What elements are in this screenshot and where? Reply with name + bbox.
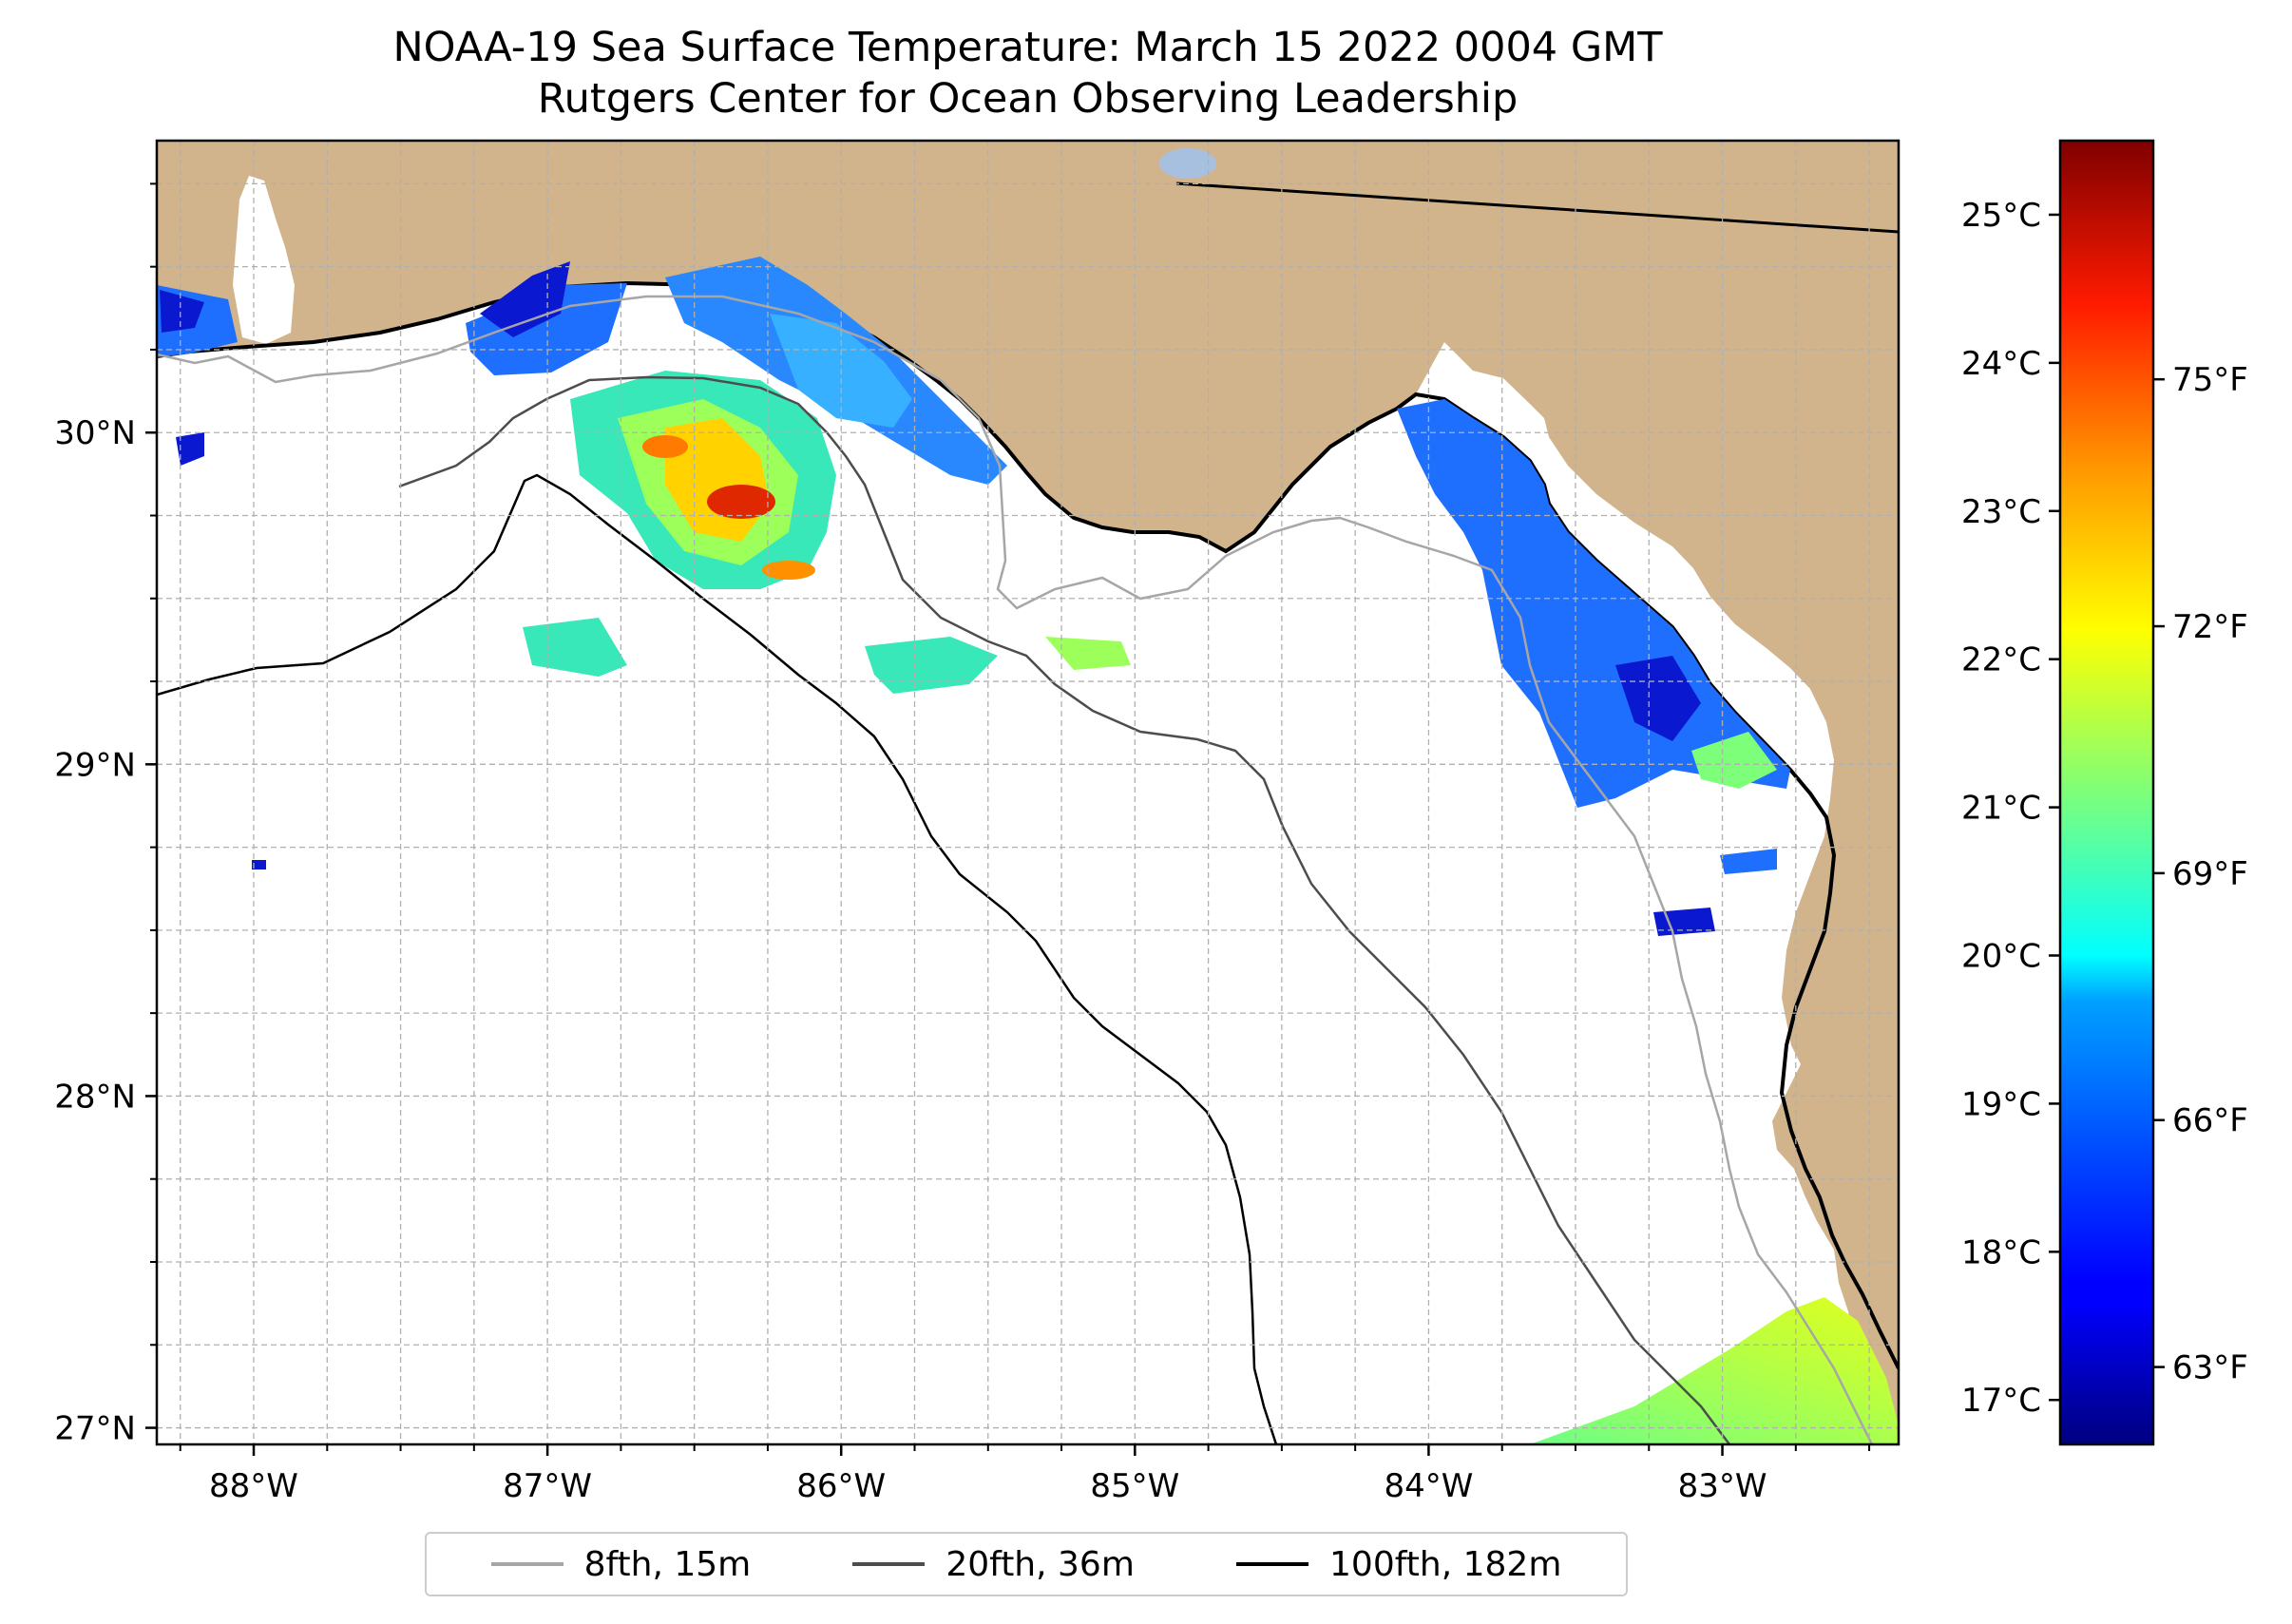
map-frame [155, 139, 1900, 1446]
lat-tick-label: 27°N [54, 1410, 136, 1448]
celsius-tick-label: 25°C [1961, 197, 2041, 235]
fahrenheit-tick-label: 75°F [2172, 361, 2248, 399]
lon-tick-label: 83°W [1678, 1467, 1767, 1505]
land-north [157, 141, 1899, 1269]
celsius-tick-label: 18°C [1961, 1233, 2041, 1271]
sst-data-layer [157, 257, 1899, 1444]
depth-legend: 8fth, 15m 20fth, 36m 100fth, 182m [425, 1532, 1628, 1596]
mobile-bay [233, 176, 295, 344]
legend-label-100fth: 100fth, 182m [1329, 1544, 1562, 1584]
chart-title: NOAA-19 Sea Surface Temperature: March 1… [392, 24, 1663, 71]
fahrenheit-tick-label: 69°F [2172, 855, 2248, 893]
contour-8fth [157, 295, 1874, 1444]
colorbar [2058, 139, 2155, 1446]
celsius-tick-label: 22°C [1961, 641, 2041, 679]
lat-tick-label: 30°N [54, 414, 136, 452]
fahrenheit-tick-label: 66°F [2172, 1102, 2248, 1140]
celsius-tick-label: 20°C [1961, 938, 2041, 976]
legend-item-20fth: 20fth, 36m [852, 1545, 1135, 1584]
fahrenheit-tick-label: 63°F [2172, 1349, 2248, 1387]
legend-swatch-20fth [852, 1562, 926, 1566]
lon-tick-label: 87°W [503, 1467, 592, 1505]
fahrenheit-tick-label: 72°F [2172, 608, 2248, 646]
state-boundary [1175, 182, 1899, 234]
legend-label-8fth: 8fth, 15m [583, 1544, 752, 1584]
lon-tick-label: 84°W [1384, 1467, 1473, 1505]
celsius-tick-label: 24°C [1961, 345, 2041, 383]
celsius-tick-label: 19°C [1961, 1085, 2041, 1123]
lat-tick-label: 28°N [54, 1078, 136, 1116]
celsius-tick-label: 17°C [1961, 1382, 2041, 1420]
legend-swatch-100fth [1236, 1562, 1309, 1566]
land-peninsula [1772, 950, 1899, 1444]
legend-item-8fth: 8fth, 15m [490, 1544, 752, 1584]
lon-tick-label: 85°W [1090, 1467, 1179, 1505]
lon-tick-label: 86°W [796, 1467, 886, 1505]
lon-tick-label: 88°W [209, 1467, 298, 1505]
celsius-tick-label: 21°C [1961, 790, 2041, 828]
contour-20fth [398, 375, 1730, 1444]
lat-tick-label: 29°N [54, 746, 136, 784]
legend-label-20fth: 20fth, 36m [945, 1544, 1135, 1584]
inland-lake [1159, 148, 1216, 179]
chart-subtitle: Rutgers Center for Ocean Observing Leade… [537, 75, 1518, 123]
legend-swatch-8fth [490, 1562, 563, 1566]
celsius-tick-label: 23°C [1961, 493, 2041, 531]
legend-item-100fth: 100fth, 182m [1236, 1545, 1561, 1584]
contour-100fth [157, 473, 1278, 1444]
